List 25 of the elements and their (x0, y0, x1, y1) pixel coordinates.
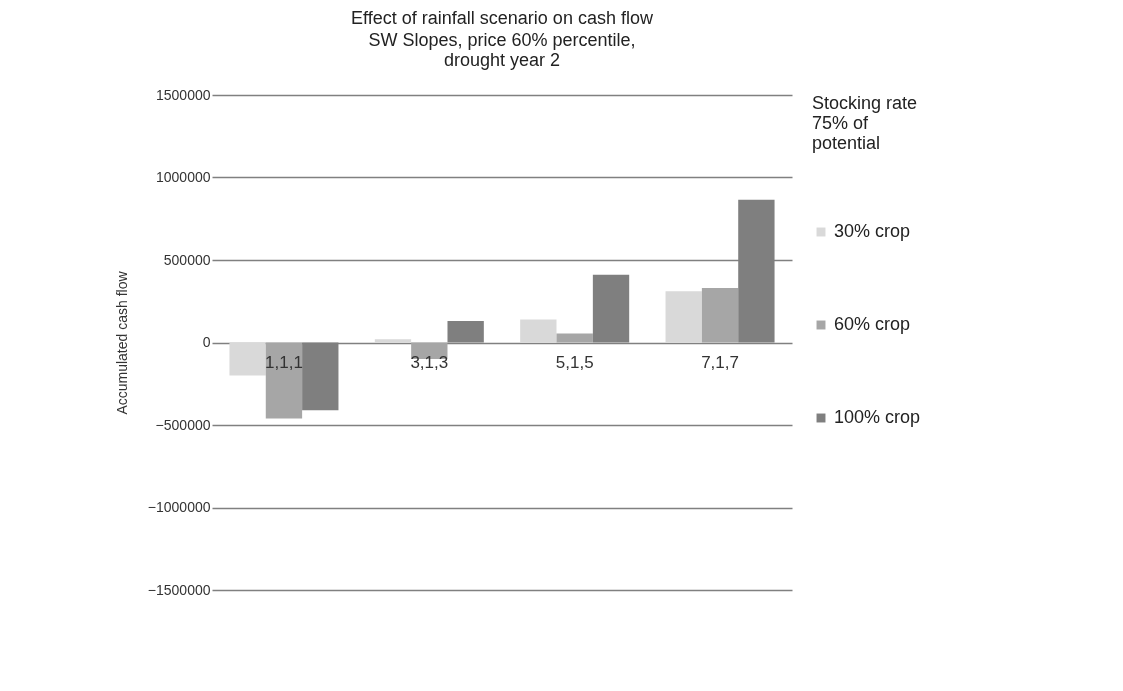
x-tick-label: 3,1,3 (410, 353, 449, 372)
chart-title: Effect of rainfall scenario on cash flow (351, 8, 654, 28)
bar (665, 291, 702, 343)
legend-label: 60% crop (834, 314, 911, 334)
x-tick-label: 1,1,1 (265, 353, 303, 372)
bar (374, 339, 412, 343)
y-tick-label: −500000 (155, 416, 211, 433)
bar (701, 288, 739, 343)
bar (556, 333, 593, 343)
y-tick-label: −1000000 (147, 499, 211, 515)
legend-label: 100% crop (834, 407, 921, 427)
x-tick-label: 5,1,5 (555, 353, 594, 372)
bar (520, 319, 557, 343)
y-tick-label: 1000000 (155, 169, 211, 185)
bar (265, 342, 303, 419)
y-axis-title: Accumulated cash flow (113, 270, 130, 415)
y-tick-label: 0 (202, 334, 211, 350)
legend-label: 30% crop (834, 221, 911, 241)
bar (229, 342, 266, 376)
chart-subtitle: SW Slopes, price 60% percentile, drought year 2 (368, 30, 636, 70)
legend-title: Stocking rate 75% of potential (812, 93, 918, 153)
y-tick-label: 500000 (163, 251, 211, 268)
x-tick-label: 7,1,7 (701, 353, 739, 372)
y-tick-label: −1500000 (147, 581, 211, 598)
y-tick-label: 1500000 (155, 86, 211, 103)
